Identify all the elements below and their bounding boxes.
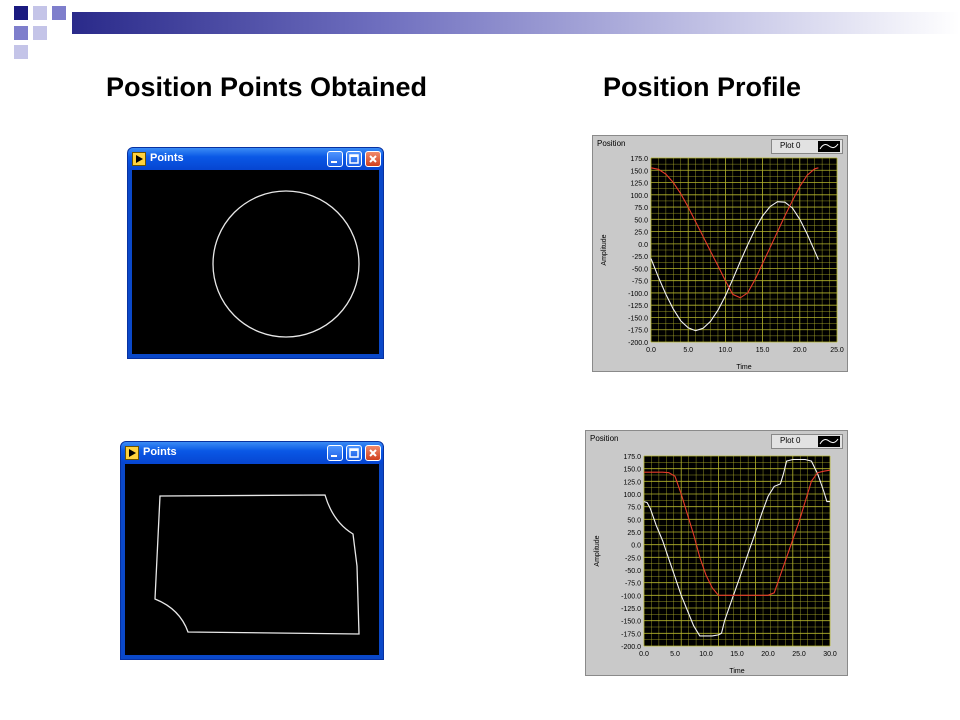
window-title: Points	[143, 446, 177, 458]
y-tick-label: 150.0	[630, 168, 648, 175]
labview-app-icon	[132, 152, 146, 166]
x-tick-label: 20.0	[761, 651, 775, 658]
points-window-circle: Points	[127, 147, 384, 359]
minimize-icon	[331, 161, 337, 163]
y-tick-label: -150.0	[628, 315, 648, 322]
corner-square-mid-2	[52, 6, 66, 20]
legend-label: Plot 0	[780, 436, 801, 445]
close-button[interactable]	[365, 151, 381, 167]
close-button[interactable]	[365, 445, 381, 461]
plot-legend[interactable]: Plot 0	[771, 139, 843, 154]
maximize-button[interactable]	[346, 445, 362, 461]
heading-position-profile: Position Profile	[603, 72, 802, 102]
minimize-button[interactable]	[327, 151, 343, 167]
y-tick-label: -175.0	[628, 328, 648, 335]
y-tick-label: -150.0	[621, 619, 641, 626]
window-titlebar[interactable]: Points	[128, 148, 383, 170]
heading-position-points: Position Points Obtained	[106, 72, 428, 102]
y-tick-label: 75.0	[634, 205, 648, 212]
y-axis-label: Amplitude	[594, 535, 601, 566]
y-tick-label: 25.0	[627, 530, 641, 537]
x-tick-label: 30.0	[823, 651, 837, 658]
y-tick-label: 50.0	[634, 217, 648, 224]
y-tick-label: 125.0	[630, 181, 648, 188]
maximize-icon	[349, 448, 359, 458]
y-tick-label: -50.0	[632, 266, 648, 273]
minimize-button[interactable]	[327, 445, 343, 461]
x-tick-label: 5.0	[670, 651, 680, 658]
series-line-1	[644, 469, 831, 596]
y-tick-label: -75.0	[632, 279, 648, 286]
y-tick-label: -50.0	[625, 568, 641, 575]
x-tick-label: 10.0	[699, 651, 713, 658]
x-tick-label: 10.0	[719, 347, 733, 354]
window-titlebar[interactable]: Points	[121, 442, 383, 464]
header-gradient-bar	[72, 12, 960, 34]
legend-swatch-icon	[818, 141, 840, 152]
y-tick-label: 50.0	[627, 517, 641, 524]
x-axis-label: Time	[736, 364, 751, 371]
x-tick-label: 15.0	[730, 651, 744, 658]
circle-trace	[212, 190, 360, 338]
y-tick-label: -125.0	[621, 606, 641, 613]
corner-square-dark	[14, 6, 28, 20]
maximize-icon	[349, 154, 359, 164]
x-tick-label: 0.0	[646, 347, 656, 354]
x-tick-label: 0.0	[639, 651, 649, 658]
x-tick-label: 20.0	[793, 347, 807, 354]
square-trace	[154, 494, 360, 635]
y-tick-label: 100.0	[623, 492, 641, 499]
y-tick-label: 125.0	[623, 479, 641, 486]
corner-square-light-3	[14, 45, 28, 59]
y-tick-label: -100.0	[621, 593, 641, 600]
y-tick-label: -75.0	[625, 581, 641, 588]
corner-square-mid	[14, 26, 28, 40]
y-tick-label: 0.0	[631, 543, 641, 550]
points-window-square: Points	[120, 441, 384, 660]
y-tick-label: -200.0	[628, 340, 648, 347]
series-line-0	[643, 458, 830, 637]
y-tick-label: 175.0	[630, 156, 648, 163]
points-canvas	[132, 170, 379, 354]
y-tick-label: 175.0	[623, 454, 641, 461]
chart-title: Position	[597, 139, 625, 148]
y-tick-label: 100.0	[630, 193, 648, 200]
window-title: Points	[150, 152, 184, 164]
labview-app-icon	[125, 446, 139, 460]
y-axis-label: Amplitude	[601, 234, 608, 265]
series-line-0	[650, 201, 819, 332]
x-axis-label: Time	[729, 668, 744, 675]
chart-svg: Position 175.0 150.0 125.0 100.0 75.0 50.0 25.0…	[590, 434, 837, 675]
corner-square-light	[33, 6, 47, 20]
close-icon	[369, 155, 377, 163]
x-tick-label: 5.0	[683, 347, 693, 354]
y-tick-label: 25.0	[634, 230, 648, 237]
legend-swatch-icon	[818, 436, 840, 447]
y-tick-label: -125.0	[628, 303, 648, 310]
points-canvas	[125, 464, 379, 655]
y-tick-label: -200.0	[621, 644, 641, 651]
corner-square-light-2	[33, 26, 47, 40]
position-graph-2: Position 175.0 150.0 125.0 100.0 75.0 50.0 25.0…	[585, 430, 848, 676]
y-tick-label: -100.0	[628, 291, 648, 298]
series-line-1	[650, 167, 819, 299]
y-tick-label: 75.0	[627, 505, 641, 512]
close-icon	[369, 449, 377, 457]
x-tick-label: 15.0	[756, 347, 770, 354]
y-tick-label: 150.0	[623, 467, 641, 474]
minimize-icon	[331, 455, 337, 457]
y-tick-label: -25.0	[632, 254, 648, 261]
maximize-button[interactable]	[346, 151, 362, 167]
chart-svg: Position 175.0 150.0 125.0 100.0 75.0 50.0 25.0…	[597, 139, 844, 371]
x-tick-label: 25.0	[792, 651, 806, 658]
position-graph-1: Position 175.0 150.0 125.0 100.0 75.0 50.0 25.0…	[592, 135, 848, 372]
y-tick-label: -175.0	[621, 631, 641, 638]
chart-title: Position	[590, 434, 618, 443]
plot-legend[interactable]: Plot 0	[771, 434, 843, 449]
y-tick-label: -25.0	[625, 555, 641, 562]
y-tick-label: 0.0	[638, 242, 648, 249]
x-tick-label: 25.0	[830, 347, 844, 354]
legend-label: Plot 0	[780, 141, 801, 150]
